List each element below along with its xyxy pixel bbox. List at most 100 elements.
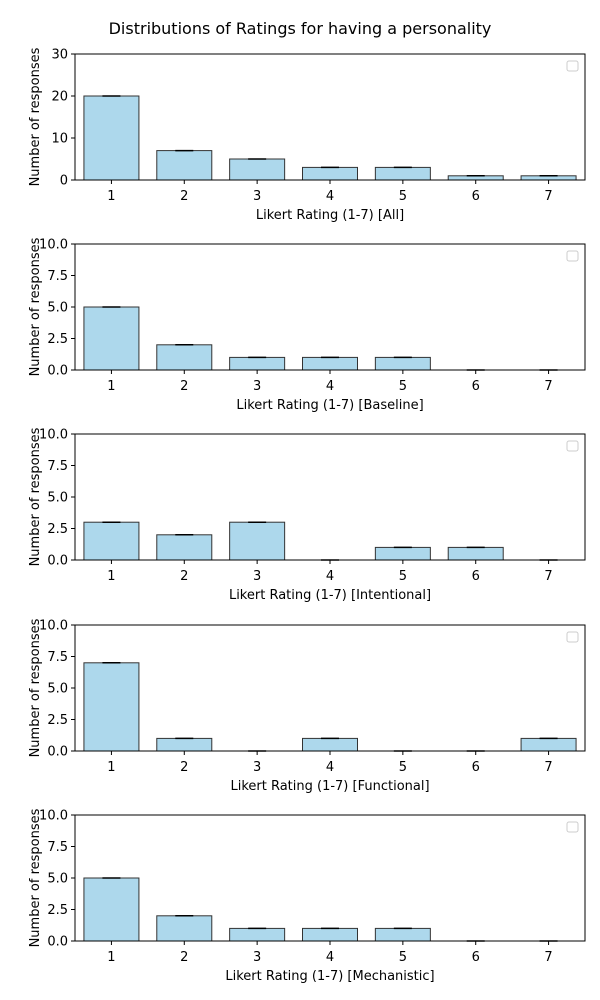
x-tick-label: 6 <box>472 189 480 204</box>
x-tick-label: 1 <box>107 569 115 584</box>
empty-legend-box <box>566 250 579 262</box>
y-tick-label: 2.5 <box>47 332 68 347</box>
y-tick-label: 0.0 <box>47 554 68 569</box>
x-tick-label: 5 <box>399 760 407 775</box>
x-tick-label: 2 <box>180 379 188 394</box>
x-tick-label: 7 <box>544 950 552 965</box>
x-tick-label: 6 <box>472 379 480 394</box>
bar-chart-panel: 0.0 2.5 5.0 7.5 10.0 1 2 3 4 5 6 7 Likert Rating (1-… <box>28 427 586 603</box>
x-tick-label: 6 <box>472 760 480 775</box>
x-axis-label: Likert Rating (1-7) [Intentional] <box>229 588 431 603</box>
x-tick-label: 2 <box>180 950 188 965</box>
y-tick-label: 2.5 <box>47 903 68 918</box>
bar <box>229 356 286 371</box>
x-tick-label: 5 <box>399 379 407 394</box>
bar <box>302 737 358 752</box>
bar-chart-panel: 0.0 2.5 5.0 7.5 10.0 1 2 3 4 5 6 7 Likert Rating (1-… <box>28 618 586 794</box>
bar <box>83 662 140 752</box>
axes-frame <box>74 53 586 181</box>
y-axis-label: Number of responses <box>28 808 43 947</box>
x-tick-label: 4 <box>326 950 334 965</box>
x-tick-label: 7 <box>544 189 552 204</box>
bar <box>374 546 431 561</box>
x-tick-label: 5 <box>399 950 407 965</box>
bar <box>374 166 431 181</box>
empty-legend-box <box>566 821 579 833</box>
x-tick-label: 2 <box>180 569 188 584</box>
x-tick-label: 3 <box>253 189 261 204</box>
empty-legend-box <box>566 631 579 643</box>
y-tick-label: 10.0 <box>39 619 68 634</box>
axes-frame <box>74 814 586 942</box>
y-tick-label: 7.5 <box>47 840 68 855</box>
x-tick-label: 1 <box>107 950 115 965</box>
y-axis-label: Number of responses <box>28 427 43 566</box>
x-tick-label: 4 <box>326 379 334 394</box>
bar <box>229 158 286 181</box>
figure-title: Distributions of Ratings for having a pe… <box>109 19 492 38</box>
x-axis-label: Likert Rating (1-7) [Mechanistic] <box>225 969 434 984</box>
bar <box>83 521 140 561</box>
axes-frame <box>74 624 586 752</box>
x-axis-label: Likert Rating (1-7) [Functional] <box>230 779 429 794</box>
x-axis-label: Likert Rating (1-7) [All] <box>256 208 404 223</box>
y-tick-label: 2.5 <box>47 522 68 537</box>
bar <box>156 344 213 371</box>
x-tick-label: 3 <box>253 760 261 775</box>
y-tick-label: 5.0 <box>47 301 68 316</box>
x-tick-label: 7 <box>544 569 552 584</box>
y-tick-label: 5.0 <box>47 872 68 887</box>
axes-frame <box>74 243 586 371</box>
y-tick-label: 5.0 <box>47 491 68 506</box>
bar <box>374 356 431 371</box>
x-axis-label: Likert Rating (1-7) [Baseline] <box>236 398 423 413</box>
bar <box>447 546 504 561</box>
y-tick-label: 0.0 <box>47 745 68 760</box>
x-tick-label: 6 <box>472 569 480 584</box>
x-tick-label: 3 <box>253 950 261 965</box>
y-axis-label: Number of responses <box>28 237 43 376</box>
bar <box>229 521 286 561</box>
bar <box>83 95 140 181</box>
x-tick-label: 1 <box>107 760 115 775</box>
bar-chart-panel: 0.0 2.5 5.0 7.5 10.0 1 2 3 4 5 6 7 Likert Rating (1-… <box>28 808 586 984</box>
y-tick-label: 2.5 <box>47 713 68 728</box>
y-tick-label: 10.0 <box>39 809 68 824</box>
x-tick-label: 5 <box>399 569 407 584</box>
bar <box>302 356 358 371</box>
x-tick-label: 3 <box>253 569 261 584</box>
bar <box>83 306 140 371</box>
panels: 0 10 20 30 1 2 3 4 5 6 7 Likert Rating (1-7) [All] N… <box>28 47 586 984</box>
bar <box>302 927 358 942</box>
y-axis-label: Number of responses <box>28 618 43 757</box>
y-tick-label: 30 <box>51 48 68 63</box>
x-tick-label: 7 <box>544 760 552 775</box>
y-tick-label: 7.5 <box>47 650 68 665</box>
bar <box>156 150 213 181</box>
bar <box>302 166 358 181</box>
x-tick-label: 7 <box>544 379 552 394</box>
y-axis-label: Number of responses <box>28 47 43 186</box>
bar <box>83 877 140 942</box>
empty-legend-box <box>566 440 579 452</box>
x-tick-label: 2 <box>180 189 188 204</box>
y-tick-label: 0 <box>60 174 68 189</box>
x-tick-label: 2 <box>180 760 188 775</box>
y-tick-label: 10 <box>51 132 68 147</box>
y-tick-label: 10.0 <box>39 238 68 253</box>
axes-frame <box>74 433 586 561</box>
x-tick-label: 4 <box>326 760 334 775</box>
bar-chart-panel: 0 10 20 30 1 2 3 4 5 6 7 Likert Rating (1-7) [All] N… <box>28 47 586 223</box>
x-tick-label: 1 <box>107 379 115 394</box>
x-tick-label: 4 <box>326 189 334 204</box>
empty-legend-box <box>566 60 579 72</box>
bar-chart-panel: 0.0 2.5 5.0 7.5 10.0 1 2 3 4 5 6 7 Likert Rating (1-… <box>28 237 586 413</box>
y-tick-label: 0.0 <box>47 364 68 379</box>
y-tick-label: 5.0 <box>47 682 68 697</box>
bar <box>374 927 431 942</box>
x-tick-label: 4 <box>326 569 334 584</box>
y-tick-label: 7.5 <box>47 459 68 474</box>
bar <box>156 737 213 752</box>
